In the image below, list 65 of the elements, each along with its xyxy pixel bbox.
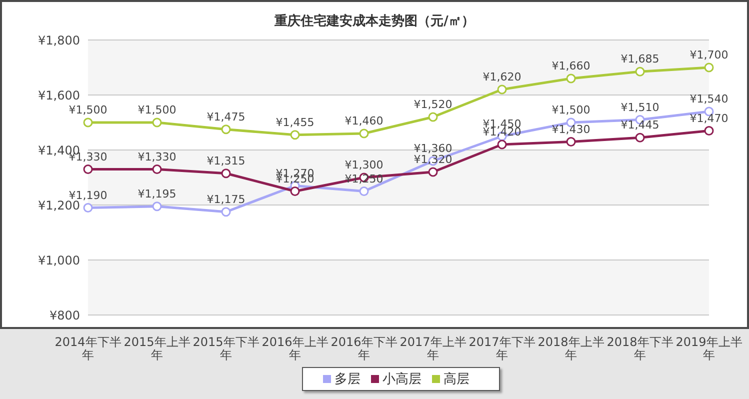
data-label: ¥1,660 (552, 60, 590, 72)
data-label: ¥1,700 (690, 48, 728, 62)
point (221, 124, 231, 134)
y-tick-label: ¥1,800 (38, 33, 80, 48)
point (152, 118, 162, 128)
point (221, 207, 231, 217)
point (83, 203, 93, 212)
point (497, 140, 507, 150)
data-label: ¥1,430 (552, 122, 590, 136)
data-label: ¥1,330 (138, 150, 176, 164)
point (152, 164, 162, 174)
data-label: ¥1,360 (414, 142, 452, 155)
point (704, 62, 714, 72)
point (635, 66, 645, 76)
y-tick-label: ¥1,600 (38, 88, 80, 102)
point (704, 126, 714, 136)
point (359, 128, 369, 138)
data-label: ¥1,500 (68, 104, 108, 116)
y-tick-label: ¥800 (49, 308, 80, 322)
data-label: ¥1,300 (344, 158, 384, 172)
x-tick-label: 2018年下半年 (606, 335, 674, 362)
data-label: ¥1,620 (482, 70, 522, 84)
point (290, 130, 300, 140)
point (221, 168, 231, 178)
data-label: ¥1,195 (138, 187, 176, 200)
data-label: ¥1,455 (276, 116, 314, 129)
data-label: ¥1,175 (206, 192, 246, 206)
data-label: ¥1,500 (138, 104, 176, 116)
data-label: ¥1,315 (206, 154, 246, 168)
point (566, 74, 576, 84)
data-label: ¥1,475 (206, 110, 246, 124)
legend-label: 高层 (444, 372, 470, 387)
point (635, 132, 645, 142)
legend-label: 多层 (334, 372, 360, 387)
point (566, 137, 576, 146)
x-tick-label: 2018年上半年 (538, 335, 604, 362)
legend-label: 小高层 (382, 372, 422, 387)
point (83, 164, 93, 174)
data-label: ¥1,445 (620, 118, 660, 132)
point (428, 112, 438, 122)
point (83, 118, 93, 128)
data-label: ¥1,450 (482, 117, 522, 130)
point (290, 186, 300, 196)
data-label: ¥1,520 (414, 98, 452, 111)
x-tick-label: 2017年上半年 (400, 335, 466, 362)
data-label: ¥1,470 (690, 112, 728, 125)
x-tick-label: 2019年上半年 (676, 335, 742, 362)
point (152, 202, 162, 212)
x-tick-label: 2016年上半年 (262, 335, 328, 362)
data-label: ¥1,500 (552, 104, 590, 116)
chart-title: 重庆住宅建安成本走势图（元/㎡） (274, 12, 476, 30)
x-tick-label: 2014年下半年 (54, 335, 122, 362)
x-tick-label: 2015年下半年 (192, 335, 260, 362)
point (359, 186, 369, 196)
data-label: ¥1,540 (690, 92, 728, 106)
x-tick-label: 2017年下半年 (468, 335, 536, 362)
y-tick-label: ¥1,000 (38, 253, 80, 268)
data-label: ¥1,685 (620, 52, 660, 66)
x-tick-label: 2016年下半年 (330, 335, 398, 362)
point (428, 167, 438, 177)
data-label: ¥1,320 (414, 153, 452, 166)
data-label: ¥1,510 (620, 100, 660, 114)
data-label: ¥1,460 (344, 114, 384, 128)
x-tick-label: 2015年上半年 (124, 335, 190, 362)
point (497, 84, 507, 94)
